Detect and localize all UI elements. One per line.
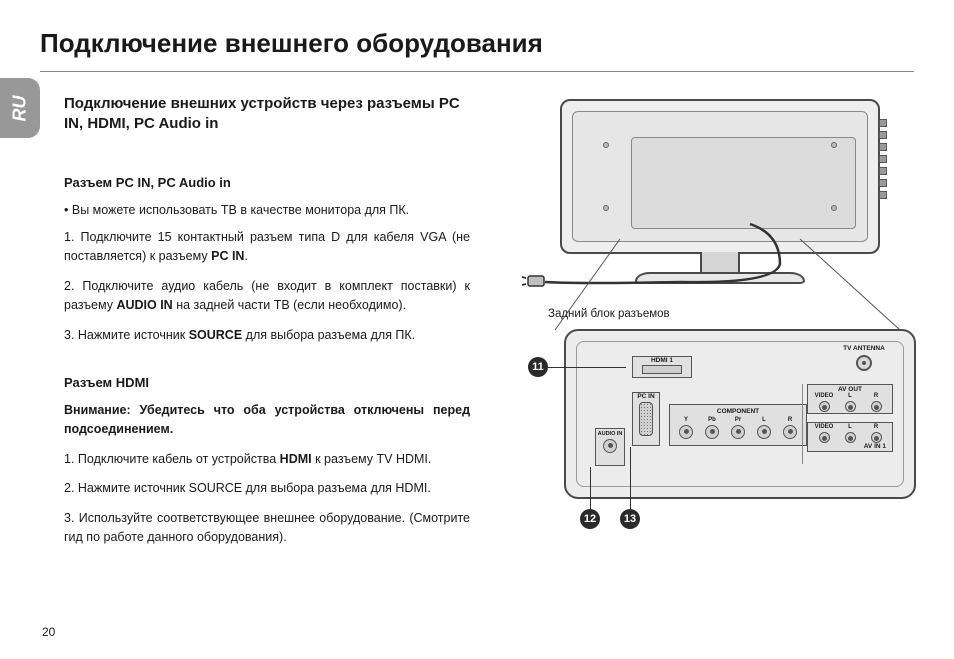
s1n1c: . — [244, 249, 247, 263]
side-buttons — [879, 119, 887, 199]
jack-pr: Pr — [730, 417, 747, 439]
pcin-port: PC IN — [632, 392, 660, 446]
s1n3b: SOURCE — [189, 328, 242, 342]
section-1-title: Разъем PC IN, PC Audio in — [64, 173, 470, 193]
ant-ring — [856, 355, 872, 371]
panel-outer: HDMI 1 PC IN AUDIO IN C — [564, 329, 916, 499]
avin1-group: VIDEO L R AV IN 1 — [807, 422, 893, 452]
language-tab: RU — [0, 78, 40, 138]
section-2-item-2: 2. Нажмите источник SOURCE для выбора ра… — [64, 479, 470, 498]
avin1-label: AV IN 1 — [810, 443, 890, 450]
avout-label: AV OUT — [810, 386, 890, 393]
tv-stand-neck — [700, 252, 740, 274]
avout-video: VIDEO — [816, 393, 833, 412]
divider — [802, 384, 803, 464]
avin-video: VIDEO — [816, 424, 833, 443]
s1n3c: для выбора разъема для ПК. — [246, 328, 416, 342]
s2n2: Нажмите источник SOURCE для выбора разъе… — [78, 481, 431, 495]
audio-jack — [603, 439, 617, 453]
back-panel-caption: Задний блок разъемов — [548, 308, 670, 320]
callout-12: 12 — [580, 509, 600, 529]
avin-l: L — [842, 424, 859, 443]
s2n3: Используйте соответствующее внешнее обор… — [64, 511, 470, 544]
s2n1a: Подключите кабель от устройства — [78, 452, 276, 466]
jack-l: L — [756, 417, 773, 439]
section-2-item-3: 3. Используйте соответствующее внешнее о… — [64, 509, 470, 548]
mount-hole — [831, 142, 837, 148]
tv-inner — [572, 111, 868, 242]
page-title: Подключение внешнего оборудования — [40, 28, 914, 72]
avin-r: R — [868, 424, 885, 443]
content-columns: Подключение внешних устройств через разъ… — [40, 94, 914, 557]
s2n1c: к разъему TV HDMI. — [315, 452, 431, 466]
avout-l: L — [842, 393, 859, 412]
section-2-item-1: 1. Подключите кабель от устройства HDMI … — [64, 450, 470, 469]
panel-inner: HDMI 1 PC IN AUDIO IN C — [576, 341, 904, 487]
component-label: COMPONENT — [672, 408, 804, 415]
jack-pb: Pb — [704, 417, 721, 439]
pcin-label: PC IN — [633, 393, 659, 400]
language-tab-label: RU — [10, 95, 31, 121]
s1n1b: PC IN — [211, 249, 244, 263]
tv-antenna-label: TV ANTENNA — [841, 346, 887, 353]
jack-y: Y — [678, 417, 695, 439]
s1n1a: Подключите 15 контактный разъем типа D д… — [64, 230, 470, 263]
connector-panel: HDMI 1 PC IN AUDIO IN C — [520, 329, 920, 504]
tv-frame — [560, 99, 880, 254]
hdmi1-label: HDMI 1 — [633, 357, 691, 364]
avout-group: AV OUT VIDEO L R — [807, 384, 893, 414]
s1n3a: Нажмите источник — [78, 328, 185, 342]
callout-13-line — [630, 447, 631, 509]
component-group: COMPONENT Y Pb Pr L R — [669, 404, 807, 446]
tv-antenna: TV ANTENNA — [841, 346, 887, 371]
s1n2c: на задней части ТВ (если необходимо). — [176, 298, 406, 312]
section-1-bullet: Вы можете использовать ТВ в качестве мон… — [64, 201, 470, 220]
callout-13: 13 — [620, 509, 640, 529]
hdmi-slot — [642, 365, 682, 374]
section-2-warning: Внимание: Убедитесь что оба устройства о… — [64, 401, 470, 440]
tv-stand-base — [635, 272, 805, 284]
subheading: Подключение внешних устройств через разъ… — [64, 94, 470, 135]
section-2-title: Разъем HDMI — [64, 373, 470, 393]
section-1-item-3: 3. Нажмите источник SOURCE для выбора ра… — [64, 326, 470, 345]
mount-hole — [603, 142, 609, 148]
text-column: Подключение внешних устройств через разъ… — [40, 94, 470, 557]
jack-r: R — [782, 417, 799, 439]
section-1-item-1: 1. Подключите 15 контактный разъем типа … — [64, 228, 470, 267]
avout-r: R — [868, 393, 885, 412]
audioin-port: AUDIO IN — [595, 428, 625, 466]
s1n2b: AUDIO IN — [116, 298, 172, 312]
s2n1b: HDMI — [280, 452, 312, 466]
page-number: 20 — [42, 625, 55, 639]
audioin-label: AUDIO IN — [596, 431, 624, 437]
diagram-column: Задний блок разъемов HDMI 1 PC IN — [500, 94, 914, 557]
callout-11: 11 — [528, 357, 548, 377]
tv-back-illustration — [520, 94, 920, 294]
callout-11-line — [548, 367, 626, 368]
callout-12-line — [590, 467, 591, 509]
tv-rear-panel — [631, 137, 856, 229]
hdmi1-port: HDMI 1 — [632, 356, 692, 378]
section-1-item-2: 2. Подключите аудио кабель (не входит в … — [64, 277, 470, 316]
mount-hole — [831, 205, 837, 211]
vga-slot — [639, 402, 653, 436]
mount-hole — [603, 205, 609, 211]
